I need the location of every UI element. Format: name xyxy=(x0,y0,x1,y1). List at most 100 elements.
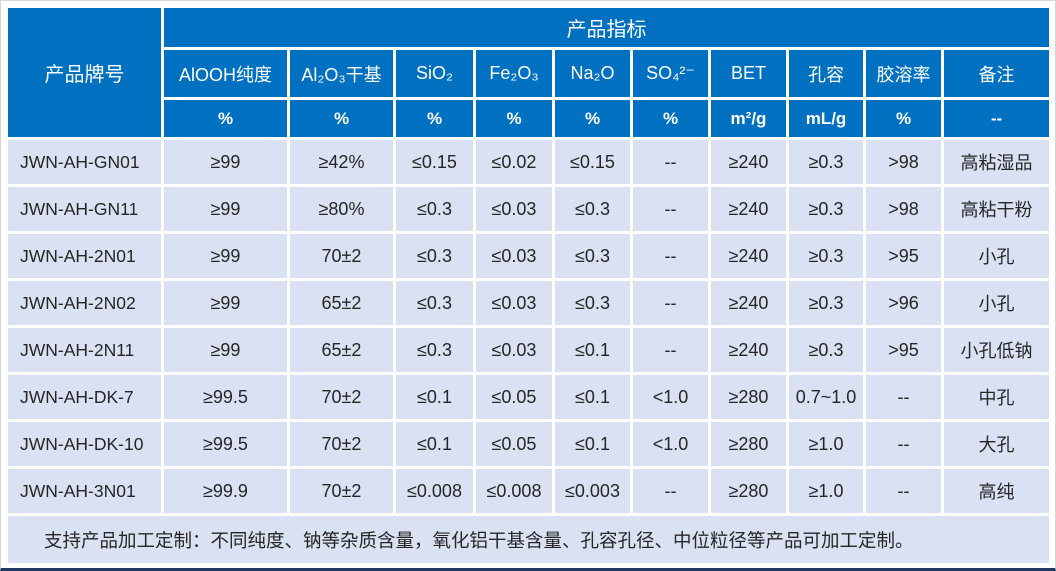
spec-cell: ≥280 xyxy=(708,419,789,469)
spec-cell: ≤0.1 xyxy=(393,419,476,469)
spec-cell: ≥1.0 xyxy=(786,466,866,516)
spec-cell: ≥0.3 xyxy=(786,325,866,375)
table-header: 产品牌号 产品指标 AlOOH纯度 Al₂O₃干基 SiO₂ Fe₂O₃ Na₂O SO₄… xyxy=(5,5,1053,140)
spec-cell: ≥80% xyxy=(287,184,396,234)
column-header-2: SiO₂ xyxy=(393,47,476,100)
spec-cell: >95 xyxy=(863,231,944,281)
spec-cell: 大孔 xyxy=(940,419,1053,469)
spec-cell: ≥99 xyxy=(161,137,290,187)
spec-cell: ≤0.3 xyxy=(552,184,633,234)
spec-cell: ≤0.3 xyxy=(393,278,476,328)
spec-cell: ≥240 xyxy=(708,184,789,234)
spec-cell: ≥99.9 xyxy=(161,466,290,516)
column-header-8: 胶溶率 xyxy=(863,47,944,100)
spec-cell: -- xyxy=(863,419,944,469)
column-header-4: Na₂O xyxy=(552,47,633,100)
spec-cell: -- xyxy=(630,184,711,234)
column-header-1: Al₂O₃干基 xyxy=(287,47,396,100)
note-row: 支持产品加工定制：不同纯度、钠等杂质含量，氧化铝干基含量、孔容孔径、中位粒径等产… xyxy=(4,513,1053,566)
spec-cell: ≤0.1 xyxy=(393,372,476,422)
spec-cell: ≥240 xyxy=(708,231,789,281)
column-header-9: 备注 xyxy=(940,47,1053,100)
spec-cell: -- xyxy=(863,372,944,422)
spec-cell: >95 xyxy=(863,325,944,375)
column-header-7: 孔容 xyxy=(786,47,866,100)
spec-cell: ≥280 xyxy=(708,466,789,516)
spec-cell: <1.0 xyxy=(630,419,711,469)
column-unit-2: % xyxy=(393,97,476,140)
column-header-0: AlOOH纯度 xyxy=(161,47,290,100)
spec-cell: ≤0.03 xyxy=(473,184,555,234)
spec-cell: ≤0.1 xyxy=(552,325,633,375)
spec-cell: ≤0.3 xyxy=(552,278,633,328)
spec-cell: ≤0.003 xyxy=(552,466,633,516)
spec-cell: -- xyxy=(630,278,711,328)
column-unit-8: % xyxy=(863,97,944,140)
spec-cell: ≤0.3 xyxy=(393,184,476,234)
spec-cell: ≤0.03 xyxy=(473,278,555,328)
column-header-5: SO₄²⁻ xyxy=(630,47,711,100)
column-unit-3: % xyxy=(473,97,555,140)
table-row: JWN-AH-GN11 ≥99 ≥80% ≤0.3 ≤0.03 ≤0.3 -- ≥240 ≥0.… xyxy=(5,184,1053,234)
spec-cell: ≥0.3 xyxy=(786,278,866,328)
table-footer: 支持产品加工定制：不同纯度、钠等杂质含量，氧化铝干基含量、孔容孔径、中位粒径等产… xyxy=(4,513,1053,566)
spec-cell: 小孔低钠 xyxy=(940,325,1053,375)
spec-cell: 70±2 xyxy=(287,419,396,469)
table-row: JWN-AH-2N02 ≥99 65±2 ≤0.3 ≤0.03 ≤0.3 -- ≥240 ≥0.… xyxy=(5,278,1053,328)
spec-cell: ≤0.3 xyxy=(552,231,633,281)
column-header-6: BET xyxy=(708,47,789,100)
column-unit-9: -- xyxy=(940,97,1053,140)
spec-cell: -- xyxy=(630,231,711,281)
spec-cell: 小孔 xyxy=(940,231,1053,281)
spec-cell: ≥280 xyxy=(708,372,789,422)
spec-cell: ≥99 xyxy=(161,278,290,328)
spec-cell: 高粘湿品 xyxy=(940,137,1053,187)
header-units-row: %%%%%% m²/g mL/g% -- xyxy=(7,97,1053,140)
column-unit-5: % xyxy=(630,97,711,140)
model-cell: JWN-AH-3N01 xyxy=(5,466,164,516)
spec-cell: -- xyxy=(630,325,711,375)
spec-cell: ≥42% xyxy=(287,137,396,187)
spec-cell: <1.0 xyxy=(630,372,711,422)
table-row: JWN-AH-3N01 ≥99.9 70±2 ≤0.008 ≤0.008 ≤0.003 --… xyxy=(5,466,1053,516)
spec-cell: 小孔 xyxy=(940,278,1053,328)
spec-cell: 65±2 xyxy=(287,278,396,328)
spec-cell: 中孔 xyxy=(940,372,1053,422)
product-spec-table: 产品牌号 产品指标 AlOOH纯度 Al₂O₃干基 SiO₂ Fe₂O₃ Na₂O SO₄… xyxy=(4,5,1053,566)
spec-cell: 高纯 xyxy=(940,466,1053,516)
model-cell: JWN-AH-GN11 xyxy=(5,184,164,234)
product-model-header: 产品牌号 xyxy=(5,5,164,140)
spec-cell: -- xyxy=(630,466,711,516)
product-indicators-header: 产品指标 xyxy=(160,5,1053,50)
table-row: JWN-AH-2N01 ≥99 70±2 ≤0.3 ≤0.03 ≤0.3 -- ≥240 ≥0.… xyxy=(5,231,1053,281)
spec-cell: ≤0.3 xyxy=(393,231,476,281)
spec-cell: ≥240 xyxy=(708,137,789,187)
model-cell: JWN-AH-2N11 xyxy=(5,325,164,375)
spec-cell: ≤0.02 xyxy=(473,137,555,187)
model-cell: JWN-AH-DK-7 xyxy=(5,372,164,422)
spec-cell: 65±2 xyxy=(287,325,396,375)
spec-cell: ≥0.3 xyxy=(786,137,866,187)
spec-cell: ≤0.15 xyxy=(393,137,476,187)
spec-cell: ≤0.3 xyxy=(393,325,476,375)
header-columns-row: AlOOH纯度 Al₂O₃干基 SiO₂ Fe₂O₃ Na₂O SO₄²⁻ BET 孔容 胶溶率… xyxy=(7,47,1053,100)
spec-cell: >98 xyxy=(863,184,944,234)
spec-cell: ≤0.1 xyxy=(552,372,633,422)
table-body: JWN-AH-GN01 ≥99 ≥42% ≤0.15 ≤0.02 ≤0.15 -- ≥240 ≥… xyxy=(5,137,1053,516)
spec-cell: ≤0.05 xyxy=(473,372,555,422)
header-group-row: 产品牌号 产品指标 xyxy=(5,5,1053,140)
model-cell: JWN-AH-2N01 xyxy=(5,231,164,281)
spec-cell: ≤0.008 xyxy=(393,466,476,516)
spec-cell: ≥0.3 xyxy=(786,184,866,234)
spec-cell: 70±2 xyxy=(287,372,396,422)
table-row: JWN-AH-GN01 ≥99 ≥42% ≤0.15 ≤0.02 ≤0.15 -- ≥240 ≥… xyxy=(5,137,1053,187)
spec-cell: ≥99 xyxy=(161,184,290,234)
spec-cell: 高粘干粉 xyxy=(940,184,1053,234)
spec-cell: ≥99.5 xyxy=(161,419,290,469)
table-row: JWN-AH-DK-7 ≥99.5 70±2 ≤0.1 ≤0.05 ≤0.1 <1.0 ≥28… xyxy=(5,372,1053,422)
spec-cell: ≥99 xyxy=(161,231,290,281)
spec-cell: >96 xyxy=(863,278,944,328)
spec-cell: 70±2 xyxy=(287,466,396,516)
column-unit-1: % xyxy=(287,97,396,140)
